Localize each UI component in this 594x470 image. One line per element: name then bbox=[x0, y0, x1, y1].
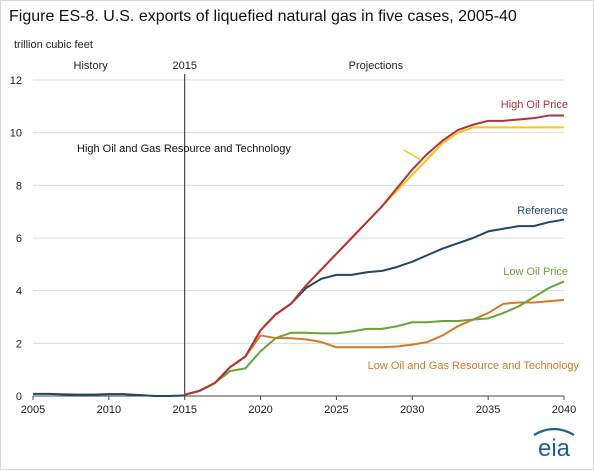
y-tick-label: 6 bbox=[16, 233, 22, 245]
x-tick-label: 2040 bbox=[552, 404, 576, 416]
x-tick-label: 2035 bbox=[476, 404, 500, 416]
y-tick-label: 2 bbox=[16, 338, 22, 350]
series-label-low-oil-price: Low Oil Price bbox=[503, 266, 568, 278]
y-tick-label: 0 bbox=[16, 391, 22, 403]
series-line-history bbox=[33, 392, 185, 397]
y-tick-label: 4 bbox=[16, 286, 22, 298]
eia-logo: eia bbox=[533, 427, 575, 461]
series-label-high-oil-price: High Oil Price bbox=[501, 99, 568, 111]
y-tick-label: 8 bbox=[16, 180, 22, 192]
y-axis-unit-label: trillion cubic feet bbox=[14, 39, 93, 51]
divider-year-label: 2015 bbox=[172, 60, 196, 72]
x-tick-label: 2005 bbox=[21, 404, 45, 416]
chart-title: Figure ES-8. U.S. exports of liquefied n… bbox=[9, 8, 517, 25]
y-tick-label: 10 bbox=[10, 128, 22, 140]
x-tick-label: 2025 bbox=[324, 404, 348, 416]
x-tick-label: 2010 bbox=[97, 404, 121, 416]
series-line-low-oil-and-gas-resource-and-technology bbox=[184, 298, 565, 396]
projections-label: Projections bbox=[349, 60, 404, 72]
series-label-low-oil-and-gas-resource-and-technology: Low Oil and Gas Resource and Technology bbox=[368, 360, 580, 372]
series-label-reference: Reference bbox=[517, 205, 568, 217]
series-line-low-oil-price bbox=[184, 280, 565, 396]
series-line-high-oil-and-gas-resource-and-technology bbox=[184, 126, 564, 396]
logo-text: eia bbox=[538, 435, 571, 461]
x-tick-label: 2020 bbox=[248, 404, 272, 416]
x-tick-label: 2015 bbox=[172, 404, 196, 416]
history-label: History bbox=[74, 60, 109, 72]
high-resource-leader-line bbox=[403, 149, 422, 161]
x-tick-label: 2030 bbox=[400, 404, 424, 416]
logo-arc-icon bbox=[533, 427, 575, 436]
series-label-high-oil-and-gas-resource-and-technology: High Oil and Gas Resource and Technology bbox=[77, 143, 291, 155]
series-line-high-oil-price bbox=[184, 114, 564, 396]
y-tick-label: 12 bbox=[10, 75, 22, 87]
